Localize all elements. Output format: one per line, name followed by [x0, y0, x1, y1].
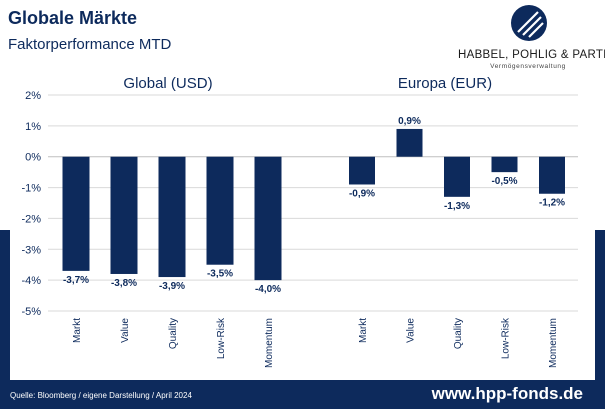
footer-source: Quelle: Bloomberg / eigene Darstellung /…: [10, 391, 192, 400]
category-label: Value: [406, 318, 417, 343]
bar: [110, 156, 138, 274]
category-label: Quality: [168, 318, 179, 349]
y-tick-label: -1%: [21, 183, 41, 195]
bar: [206, 156, 234, 265]
panel-title: Europa (EUR): [398, 75, 492, 92]
y-tick-label: 2%: [25, 90, 41, 102]
data-label: 0,9%: [398, 116, 421, 127]
category-label: Low-Risk: [501, 317, 512, 359]
left-accent-bar: [0, 230, 10, 380]
page-subtitle: Faktorperformance MTD: [8, 36, 172, 53]
bar: [254, 156, 282, 281]
bar: [349, 156, 375, 185]
bar: [444, 156, 470, 197]
y-tick-label: -5%: [21, 306, 41, 318]
data-label: -0,5%: [491, 176, 517, 187]
page-title: Globale Märkte: [8, 8, 138, 28]
hpp-logo-icon: [511, 5, 547, 41]
footer-url-link[interactable]: www.hpp-fonds.de: [431, 384, 583, 403]
y-tick-label: -3%: [21, 244, 41, 256]
data-label: -3,9%: [159, 281, 185, 292]
panel-title: Global (USD): [123, 75, 212, 92]
logo-tagline: Vermögensverwaltung: [490, 63, 566, 70]
data-label: -3,8%: [111, 278, 137, 289]
data-label: -3,7%: [63, 275, 89, 286]
footer-bar: Quelle: Bloomberg / eigene Darstellung /…: [0, 380, 605, 409]
category-label: Momentum: [264, 318, 275, 368]
category-label: Markt: [72, 318, 83, 343]
category-label: Markt: [358, 318, 369, 343]
bar: [491, 156, 518, 173]
company-logo: HABBEL, POHLIG & PARTNER Vermögensverwal…: [458, 4, 605, 70]
category-label: Low-Risk: [216, 317, 227, 359]
y-tick-label: -4%: [21, 275, 41, 287]
bar: [158, 156, 186, 278]
data-label: -1,2%: [539, 198, 565, 209]
category-label: Value: [120, 318, 131, 343]
bar: [539, 156, 565, 194]
data-label: -0,9%: [349, 188, 375, 199]
right-accent-bar: [595, 230, 605, 380]
factor-performance-chart: 2% 1% 0% -1% -2% -3% -4% -5% Global (USD) -3,7% Ma…: [21, 75, 578, 368]
logo-name: HABBEL, POHLIG & PARTNER: [458, 49, 605, 61]
bar: [396, 128, 423, 157]
data-label: -3,5%: [207, 269, 233, 280]
category-label: Momentum: [548, 318, 559, 368]
y-tick-label: 0%: [25, 152, 41, 164]
category-label: Quality: [453, 318, 464, 349]
y-tick-label: -2%: [21, 213, 41, 225]
bar: [62, 156, 90, 271]
data-label: -4,0%: [255, 284, 281, 295]
data-label: -1,3%: [444, 201, 470, 212]
y-tick-label: 1%: [25, 121, 41, 133]
